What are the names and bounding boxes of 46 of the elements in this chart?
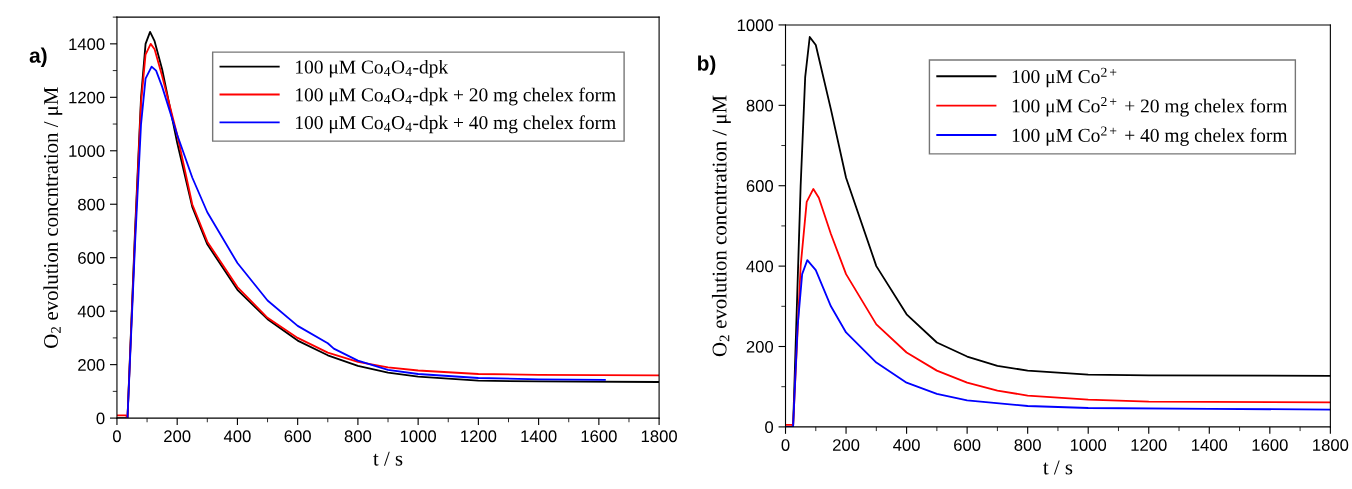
legend-label: 100 μM Co$^{2+}$ xyxy=(1012,67,1117,88)
legend-label: 100 μM Co$^{2+}$ + 40 mg chelex form xyxy=(1012,126,1288,146)
y-tick-label: 1400 xyxy=(69,38,105,51)
y-tick-label: 200 xyxy=(746,340,774,353)
x-tick-label: 200 xyxy=(832,439,860,451)
y-tick-label: 200 xyxy=(78,359,105,371)
y-tick-label: 800 xyxy=(746,99,774,112)
x-axis-title: t / s xyxy=(1043,460,1073,475)
x-tick-label: 1200 xyxy=(1131,439,1167,451)
x-tick-label: 400 xyxy=(223,430,251,443)
x-tick-label: 0 xyxy=(781,439,790,451)
y-tick-label: 1200 xyxy=(69,91,105,104)
x-tick-label: 1400 xyxy=(521,430,557,443)
x-tick-label: 1200 xyxy=(461,430,497,443)
x-tick-label: 1400 xyxy=(1192,439,1228,451)
y-tick-label: 1000 xyxy=(737,19,774,32)
legend-label: 100 μM Co$^{2+}$ + 20 mg chelex form xyxy=(1012,97,1288,117)
x-tick-label: 1800 xyxy=(1313,439,1349,451)
y-tick-label: 0 xyxy=(765,421,774,434)
y-tick-label: 1000 xyxy=(69,145,105,157)
x-tick-label: 1000 xyxy=(1070,439,1107,451)
y-tick-label: 600 xyxy=(78,252,105,264)
x-tick-label: 1800 xyxy=(641,430,677,443)
legend-label: 100 μM Co$_{4}$O$_{4}$-dpk + 20 mg chelex form xyxy=(296,87,616,106)
x-tick-label: 1600 xyxy=(1252,439,1288,451)
x-tick-label: 600 xyxy=(284,430,311,443)
x-tick-label: 0 xyxy=(112,430,121,443)
x-tick-label: 600 xyxy=(954,439,981,451)
text: a) xyxy=(29,47,47,67)
x-tick-label: 1000 xyxy=(400,430,437,443)
y-axis-title: O$_{2}$ evolution concntration / μM xyxy=(43,87,63,348)
y-tick-label: 600 xyxy=(746,180,774,192)
text: b) xyxy=(698,55,716,75)
legend-label: 100 μM Co$_{4}$O$_{4}$-dpk + 40 mg chelex form xyxy=(296,115,616,134)
y-tick-label: 0 xyxy=(96,412,105,425)
y-axis-title: O$_{2}$ evolution concntration / μM xyxy=(711,95,731,357)
x-tick-label: 200 xyxy=(164,430,191,443)
y-tick-label: 400 xyxy=(746,260,774,273)
x-tick-label: 800 xyxy=(1014,439,1041,451)
x-tick-label: 1600 xyxy=(581,430,617,443)
x-tick-label: 800 xyxy=(344,430,372,443)
x-axis-title: t / s xyxy=(373,451,403,466)
x-tick-label: 400 xyxy=(893,439,920,451)
y-tick-label: 400 xyxy=(77,305,105,318)
legend-label: 100 μM Co$_{4}$O$_{4}$-dpk xyxy=(296,59,449,78)
y-tick-label: 800 xyxy=(78,198,105,211)
